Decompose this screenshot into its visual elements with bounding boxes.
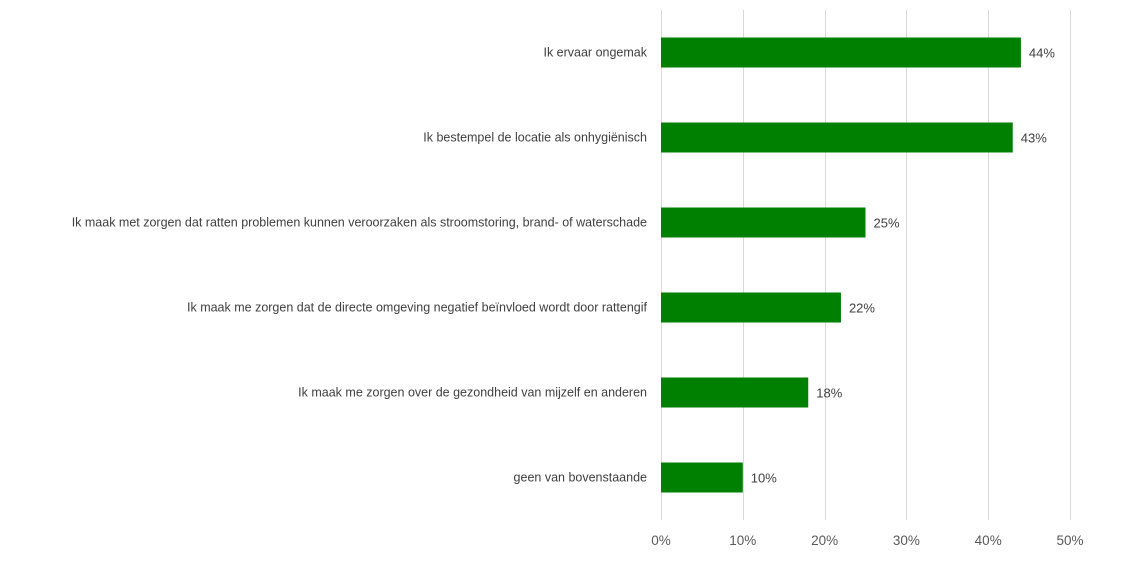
bar xyxy=(661,37,1021,68)
gridlines xyxy=(661,10,1071,520)
data-label: 10% xyxy=(751,471,777,486)
data-label: 18% xyxy=(816,386,842,401)
x-tick-label: 20% xyxy=(811,533,838,548)
x-tick-label: 40% xyxy=(975,533,1002,548)
category-label: geen van bovenstaande xyxy=(514,471,647,485)
category-label: Ik maak me zorgen dat de directe omgevin… xyxy=(187,301,648,315)
x-tick-label: 0% xyxy=(651,533,671,548)
bar xyxy=(661,377,809,408)
labels: 0% 10% 20% 30% 40% 50% Ik ervaar ongemak 44% Ik … xyxy=(72,46,1084,549)
x-tick-label: 50% xyxy=(1056,533,1083,548)
data-label: 44% xyxy=(1029,46,1055,61)
x-tick-label: 10% xyxy=(729,533,756,548)
data-label: 22% xyxy=(849,301,875,316)
bars xyxy=(661,37,1021,493)
category-label: Ik ervaar ongemak xyxy=(543,46,647,60)
bar xyxy=(661,462,743,493)
data-label: 25% xyxy=(874,216,900,231)
category-label: Ik maak me zorgen over de gezondheid van… xyxy=(298,386,647,400)
bar xyxy=(661,292,841,323)
x-tick-label: 30% xyxy=(893,533,920,548)
bar xyxy=(661,122,1013,153)
category-label: Ik bestempel de locatie als onhygiënisch xyxy=(423,131,647,145)
bar xyxy=(661,207,866,238)
data-label: 43% xyxy=(1021,131,1047,146)
category-label: Ik maak met zorgen dat ratten problemen … xyxy=(72,216,647,230)
